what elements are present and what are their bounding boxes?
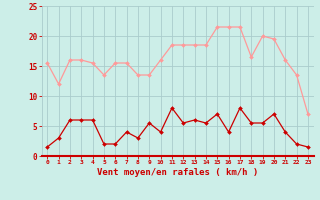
X-axis label: Vent moyen/en rafales ( km/h ): Vent moyen/en rafales ( km/h ) [97,168,258,177]
